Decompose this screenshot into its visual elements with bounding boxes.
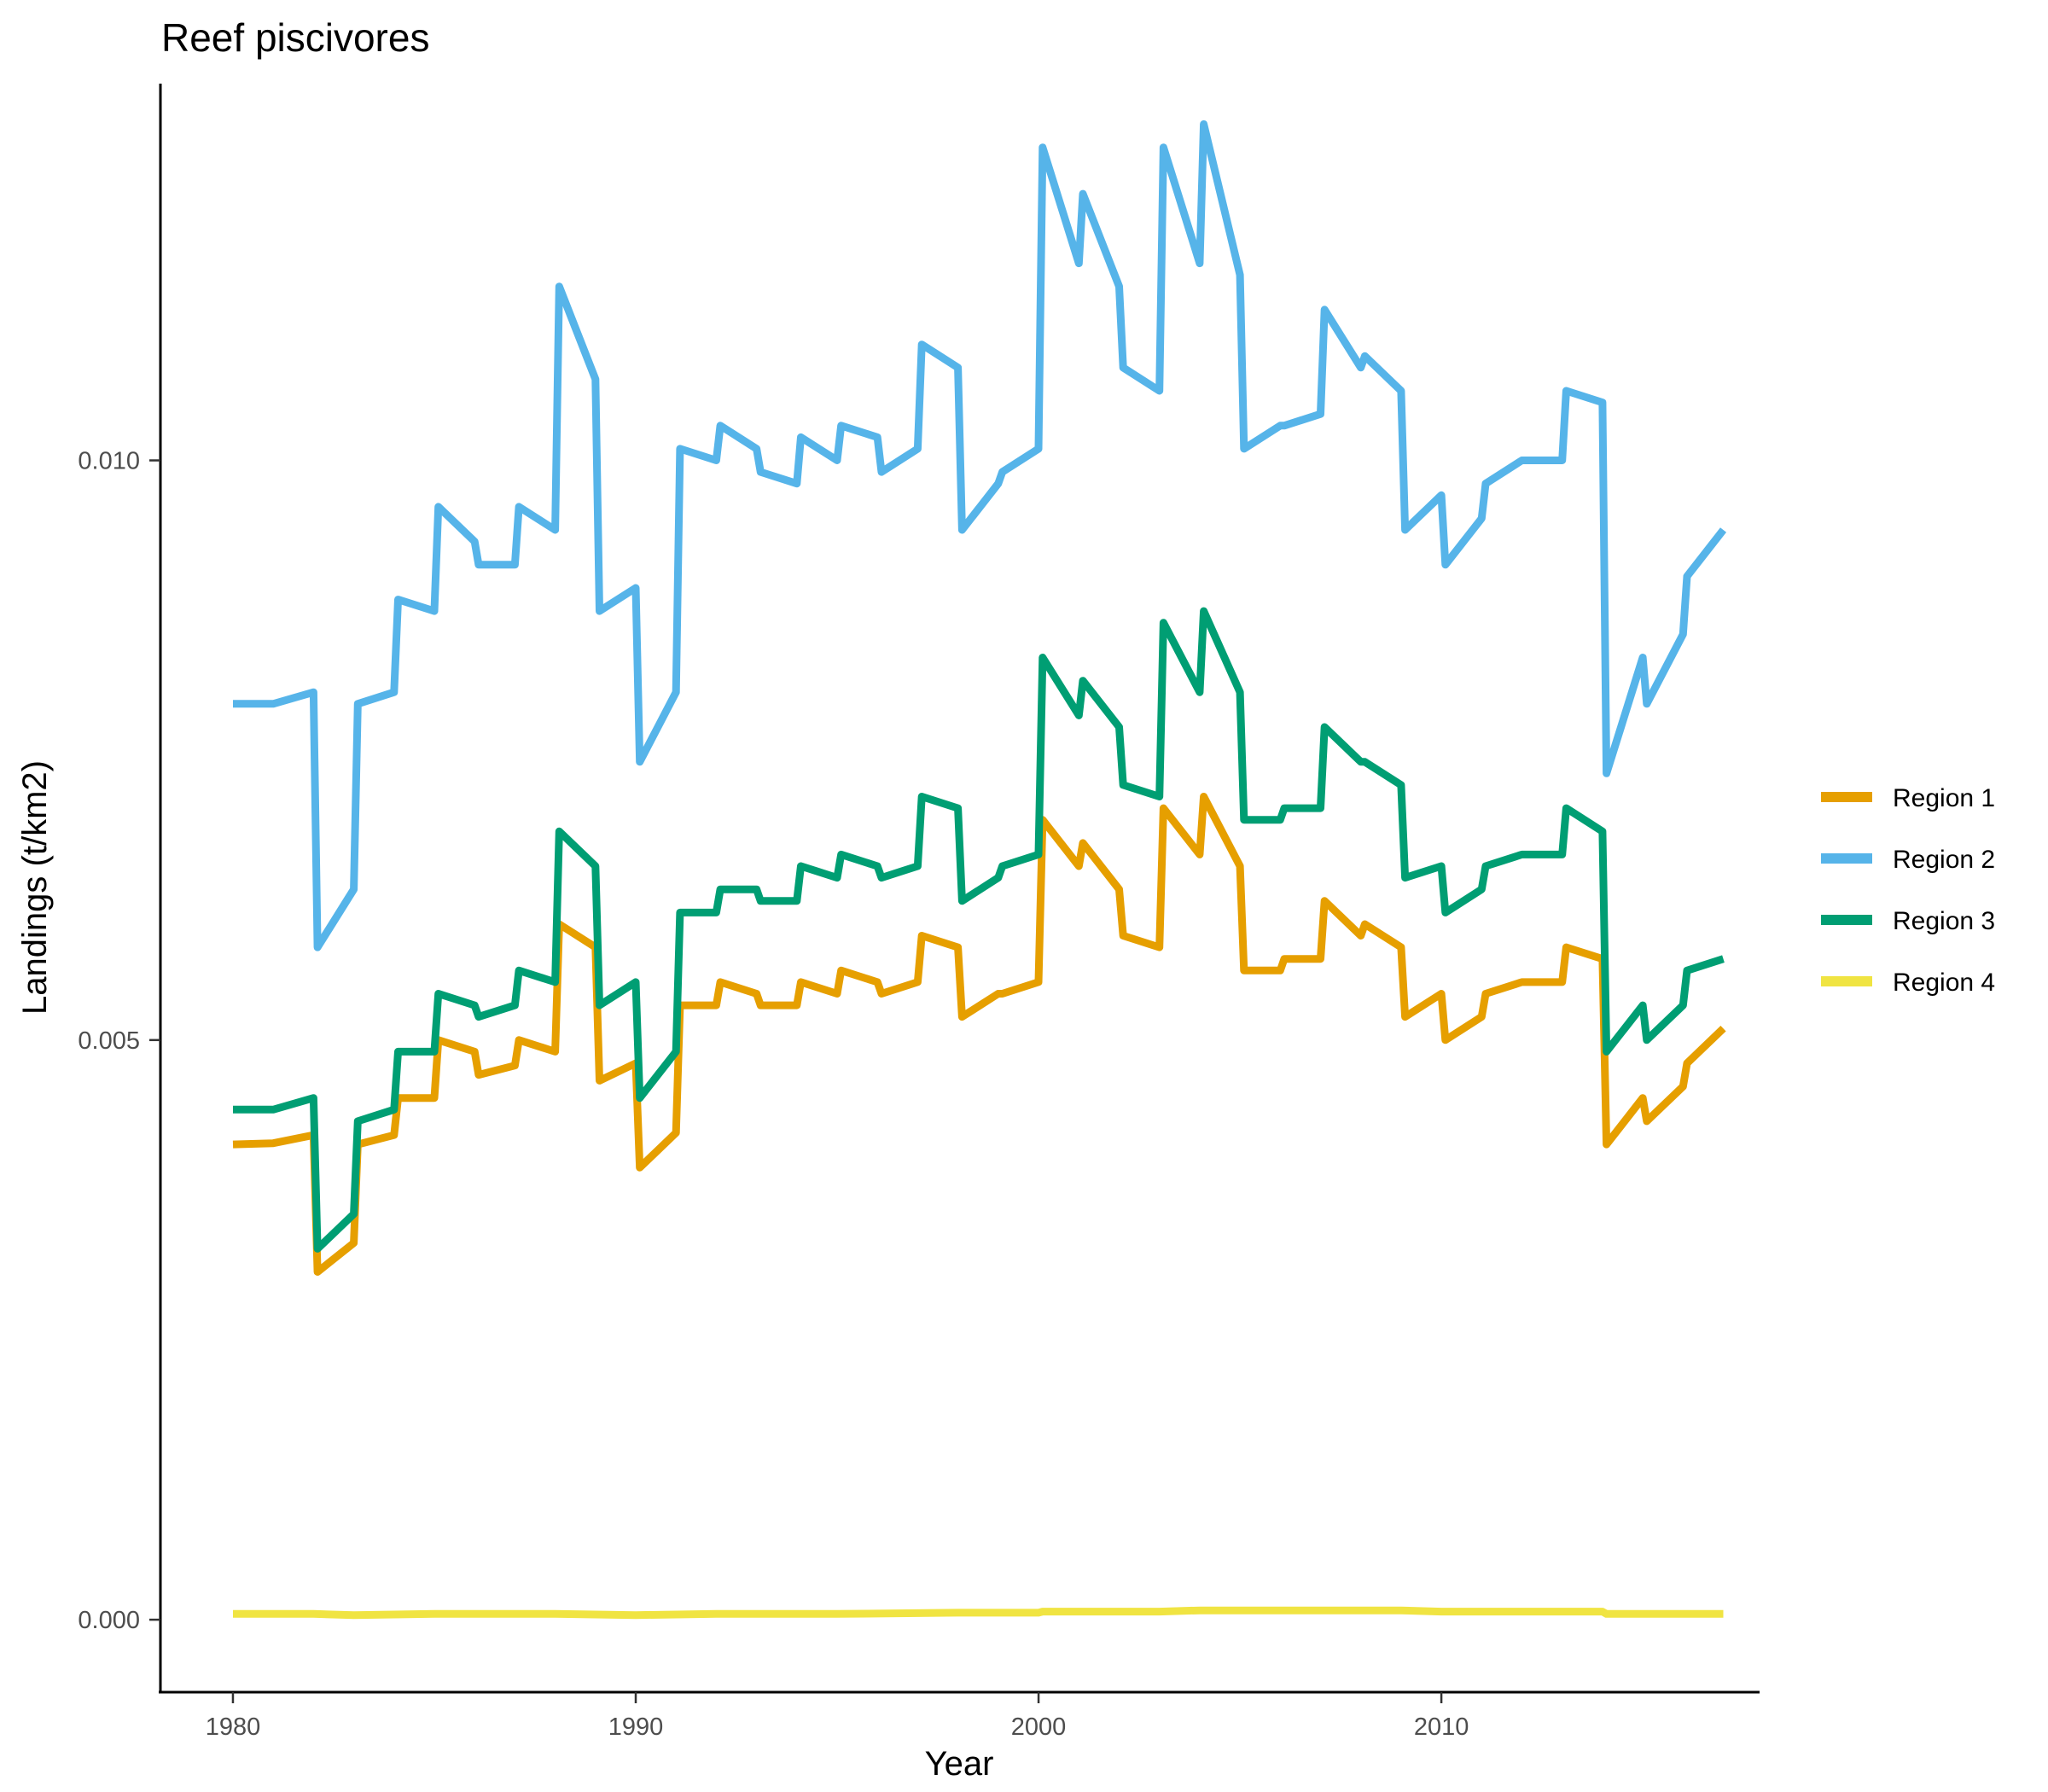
series-line-region-1 (232, 793, 1726, 1276)
y-tick-label: 0.005 (78, 1027, 140, 1055)
y-axis-label: Landings (t/km2) (16, 760, 54, 1015)
series-line-region-2 (233, 120, 1727, 951)
plot-area (232, 120, 1727, 1620)
series-line-region-4 (233, 1606, 1724, 1620)
x-tick-label: 1980 (206, 1713, 261, 1741)
legend-label-region-1: Region 1 (1893, 784, 1995, 812)
legend-label-region-2: Region 2 (1893, 846, 1995, 874)
y-tick-label: 0.000 (78, 1607, 140, 1634)
legend: Region 1 Region 2 Region 3 Region 4 (1821, 784, 1995, 997)
x-axis-ticks: 1980 1990 2000 2010 (206, 1692, 1469, 1741)
y-axis-ticks: 0.000 0.005 0.010 (78, 448, 160, 1634)
legend-label-region-3: Region 3 (1893, 907, 1995, 935)
chart-title: Reef piscivores (161, 15, 429, 60)
series-line-region-3 (233, 607, 1725, 1253)
y-tick-label: 0.010 (78, 448, 140, 475)
x-tick-label: 1990 (608, 1713, 664, 1741)
x-axis-label: Year (925, 1745, 994, 1783)
legend-label-region-4: Region 4 (1893, 969, 1995, 997)
x-tick-label: 2010 (1414, 1713, 1469, 1741)
x-tick-label: 2000 (1011, 1713, 1067, 1741)
